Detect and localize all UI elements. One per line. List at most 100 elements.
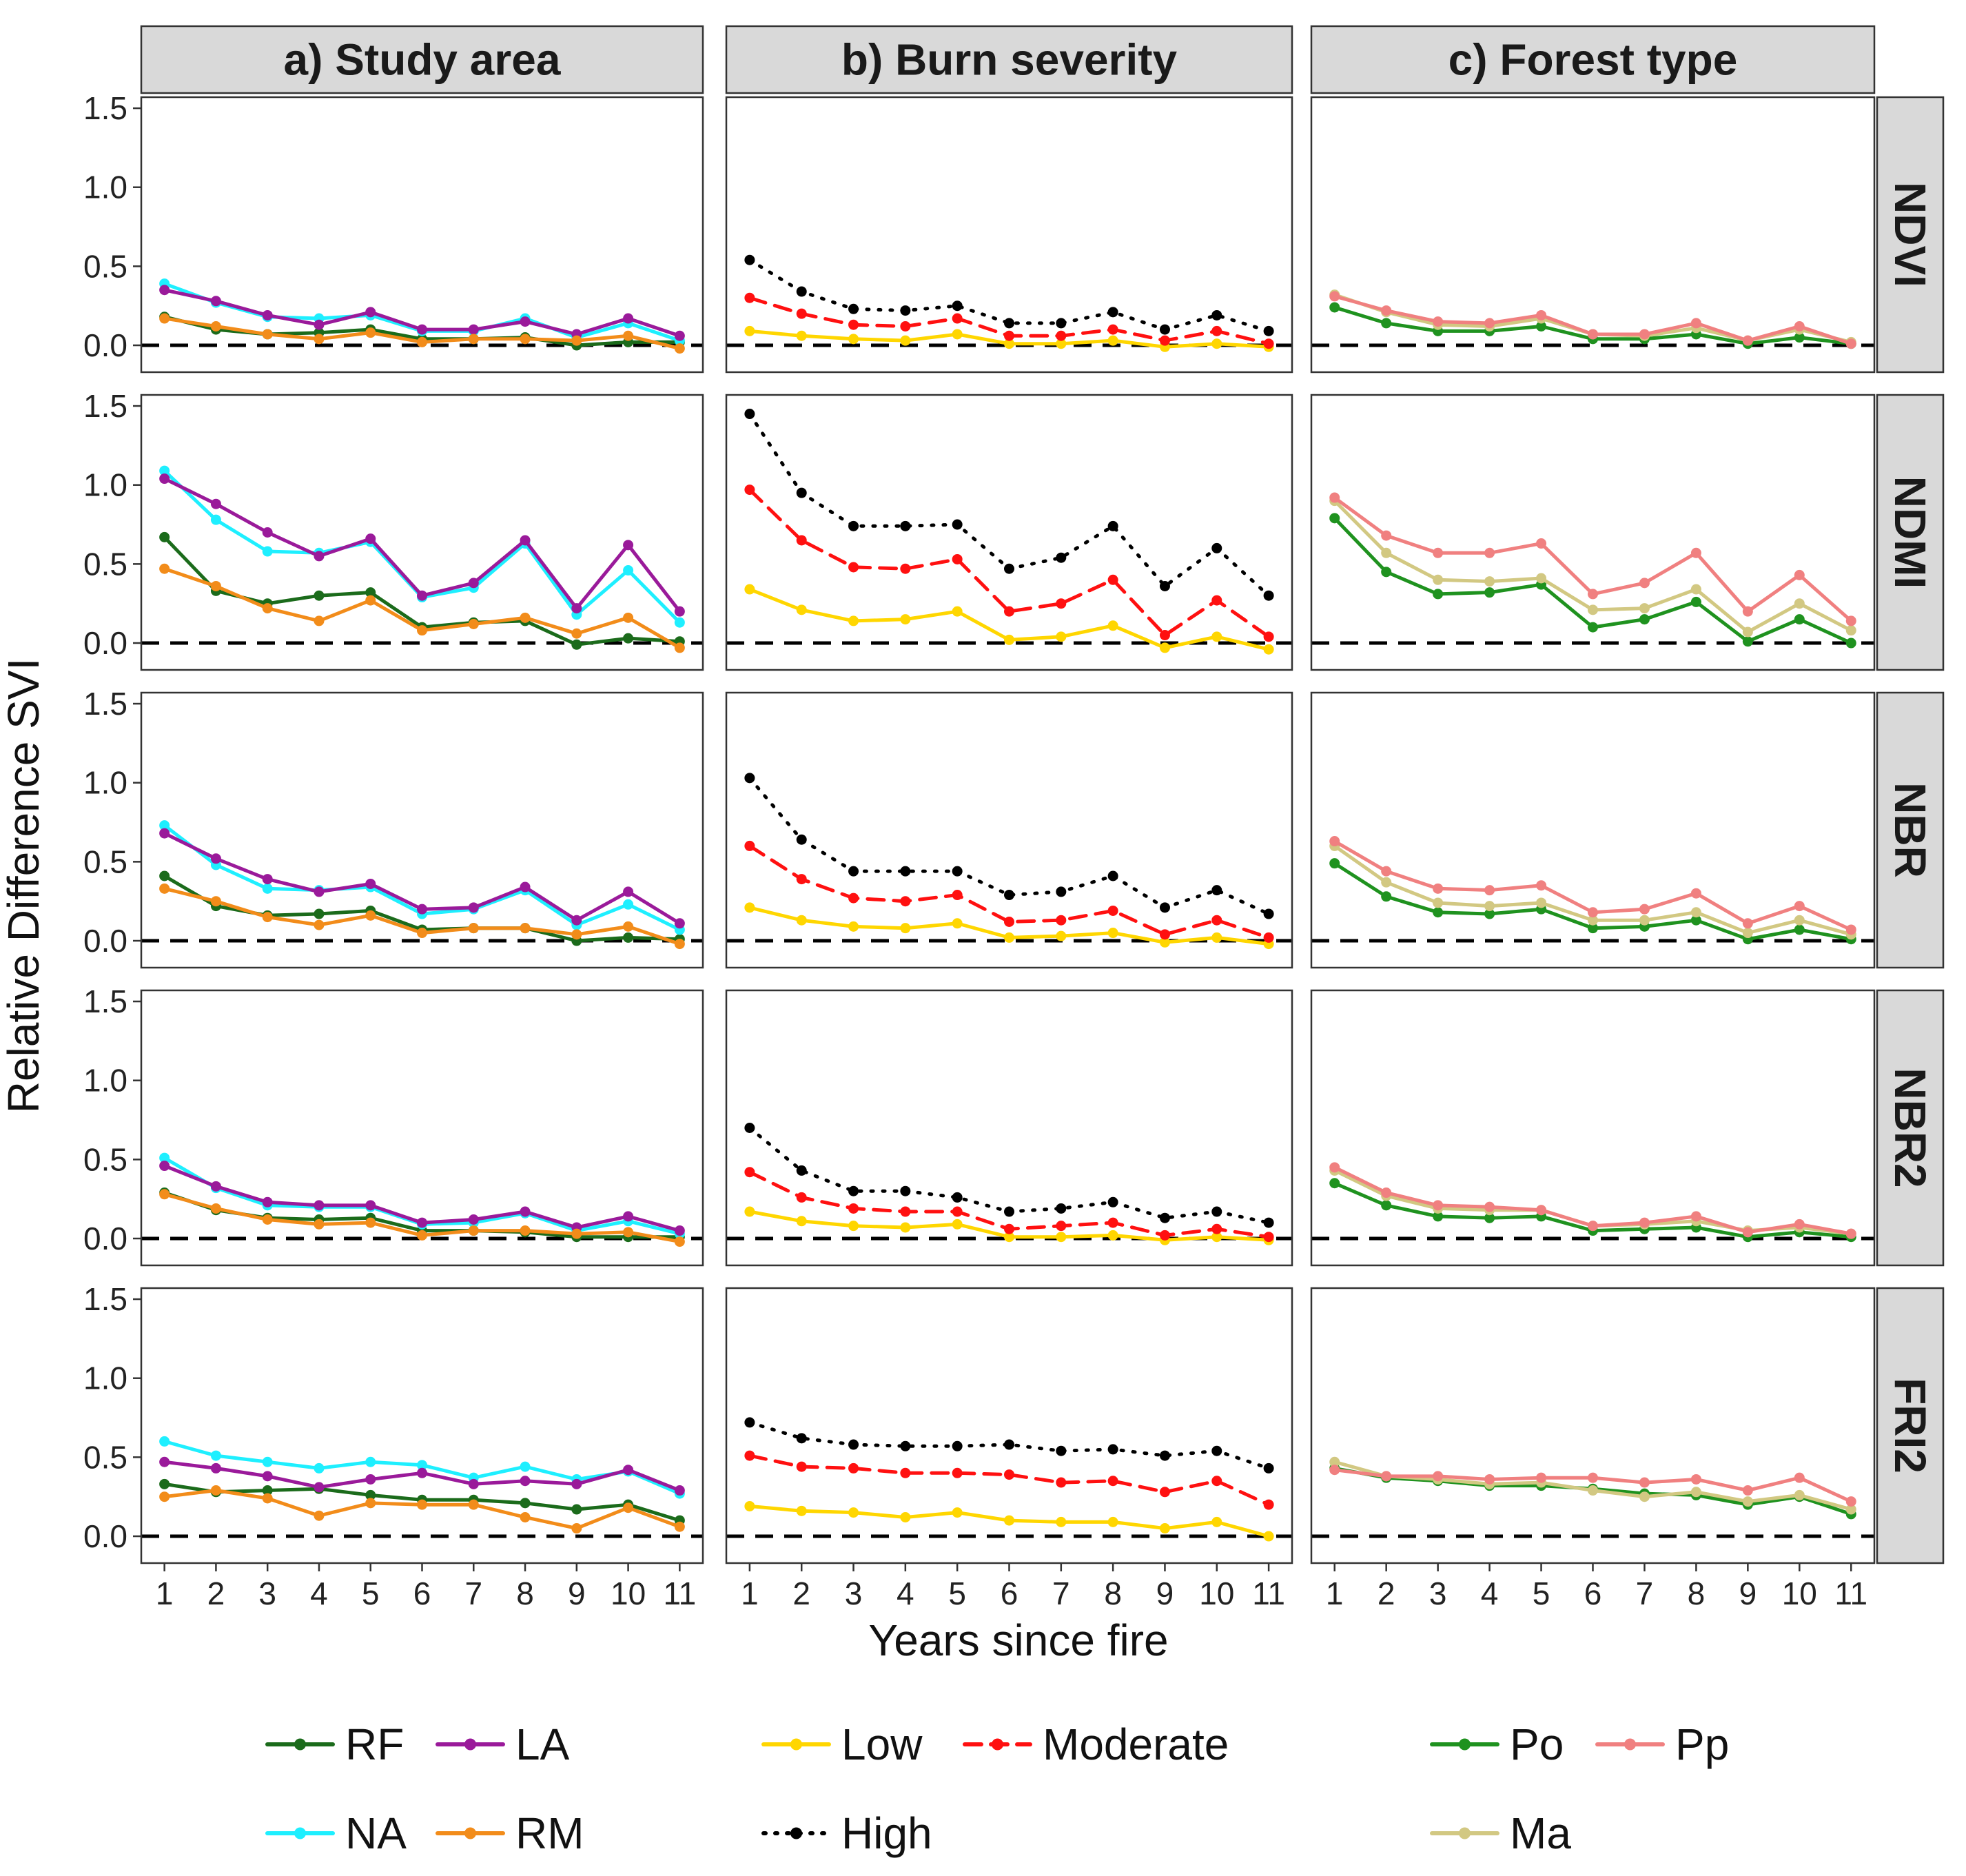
data-point-low xyxy=(796,1505,807,1516)
data-point-ma xyxy=(1639,1491,1650,1502)
legend-label: Po xyxy=(1510,1720,1564,1769)
data-point-high xyxy=(1159,1212,1170,1223)
row-strip-nbr xyxy=(1876,691,1945,969)
data-point-rf xyxy=(571,1504,582,1515)
column-strip-label-severity: b) Burn severity xyxy=(841,35,1178,85)
data-point-moderate xyxy=(1004,330,1014,341)
panel-ndmi-severity xyxy=(725,394,1293,671)
panel-border xyxy=(725,989,1293,1267)
panel-border xyxy=(1310,691,1876,969)
x-tick-label: 11 xyxy=(1834,1576,1867,1611)
data-point-rm xyxy=(623,330,634,341)
data-point-pp xyxy=(1845,924,1856,935)
series-low xyxy=(744,1500,1274,1542)
data-point-la xyxy=(210,498,221,509)
panel-background xyxy=(1311,990,1874,1265)
row-strip-label-ndvi: NDVI xyxy=(1885,182,1935,287)
x-tick-label: 4 xyxy=(1481,1576,1499,1611)
data-point-moderate xyxy=(1056,330,1067,341)
data-point-moderate xyxy=(796,1192,807,1203)
data-point-la xyxy=(210,853,221,864)
data-point-rf xyxy=(159,1478,170,1489)
data-point-rf xyxy=(623,932,634,943)
data-point-high xyxy=(796,286,807,297)
data-point-moderate xyxy=(1107,905,1118,916)
data-point-low xyxy=(1211,1232,1222,1243)
data-point-po xyxy=(1742,636,1753,647)
data-point-pp xyxy=(1845,1228,1856,1239)
data-point-high xyxy=(1211,1206,1222,1217)
data-point-moderate xyxy=(848,319,859,330)
data-point-low xyxy=(1211,338,1222,349)
data-point-pp xyxy=(1845,338,1856,349)
data-point-high xyxy=(1211,1445,1222,1456)
data-point-moderate xyxy=(744,485,755,496)
data-point-pp xyxy=(1484,885,1495,896)
data-point-pp xyxy=(1433,316,1444,327)
data-point-la xyxy=(674,918,685,929)
series-ma xyxy=(1329,840,1856,940)
data-point-la xyxy=(314,886,325,897)
panel-border xyxy=(1310,394,1876,671)
data-point-la xyxy=(159,285,170,296)
series-rm xyxy=(159,1485,685,1534)
panel-nbr2-forest xyxy=(1310,989,1876,1267)
data-point-low xyxy=(744,1206,755,1217)
series-high xyxy=(744,409,1274,601)
panel-border xyxy=(1310,989,1876,1267)
data-point-na xyxy=(365,1456,376,1467)
data-point-ma xyxy=(1381,877,1392,888)
data-point-ma xyxy=(1690,584,1701,595)
data-point-po xyxy=(1588,622,1598,633)
data-point-pp xyxy=(1845,1496,1856,1507)
row-strip-fri2 xyxy=(1876,1287,1945,1564)
data-point-po xyxy=(1329,1178,1340,1189)
data-point-la xyxy=(674,1485,685,1496)
data-point-po xyxy=(1794,332,1805,343)
data-point-low xyxy=(1056,1516,1067,1527)
legend-swatch-point xyxy=(464,1738,476,1751)
data-point-la xyxy=(210,1462,221,1474)
data-point-high xyxy=(1211,309,1222,320)
data-point-low xyxy=(952,918,963,929)
data-point-rm xyxy=(674,939,685,950)
data-point-high xyxy=(1107,307,1118,318)
x-tick-label: 4 xyxy=(310,1576,328,1611)
data-point-high xyxy=(900,866,911,877)
legend-item-na: NA xyxy=(265,1808,407,1858)
data-point-moderate xyxy=(1004,917,1014,927)
data-point-low xyxy=(952,329,963,340)
x-tick-label: 3 xyxy=(1429,1576,1447,1611)
data-point-po xyxy=(1433,1211,1444,1222)
series-line-high xyxy=(748,1420,1271,1470)
data-point-rm xyxy=(314,919,325,930)
data-point-moderate xyxy=(744,1167,755,1178)
row-strip-ndvi xyxy=(1876,96,1945,374)
legend-swatch-point xyxy=(790,1738,802,1751)
data-point-pp xyxy=(1742,606,1753,617)
data-point-na xyxy=(262,883,273,894)
data-point-low xyxy=(1004,338,1014,349)
row-strip-label-nbr: NBR xyxy=(1885,782,1935,878)
x-tick-label: 9 xyxy=(1156,1576,1174,1611)
data-point-low xyxy=(1263,1531,1274,1542)
data-point-po xyxy=(1381,318,1392,329)
data-point-moderate xyxy=(1056,1477,1067,1488)
x-tick-label: 11 xyxy=(663,1576,696,1611)
data-point-ma xyxy=(1639,915,1650,926)
data-point-pp xyxy=(1690,1211,1701,1222)
data-point-rm xyxy=(314,1510,325,1521)
data-point-moderate xyxy=(952,1206,963,1217)
data-point-high xyxy=(1056,1203,1067,1214)
data-point-low xyxy=(744,1500,755,1511)
data-point-pp xyxy=(1794,1219,1805,1230)
data-point-rm xyxy=(520,612,531,623)
data-point-pp xyxy=(1742,1227,1753,1238)
y-tick-label: 0.0 xyxy=(83,923,127,959)
data-point-high xyxy=(1004,563,1014,574)
data-point-moderate xyxy=(848,1203,859,1214)
data-point-la xyxy=(468,1478,479,1489)
column-strip-label-forest: c) Forest type xyxy=(1448,35,1738,85)
data-point-pp xyxy=(1536,880,1547,891)
data-point-low xyxy=(1004,932,1014,943)
